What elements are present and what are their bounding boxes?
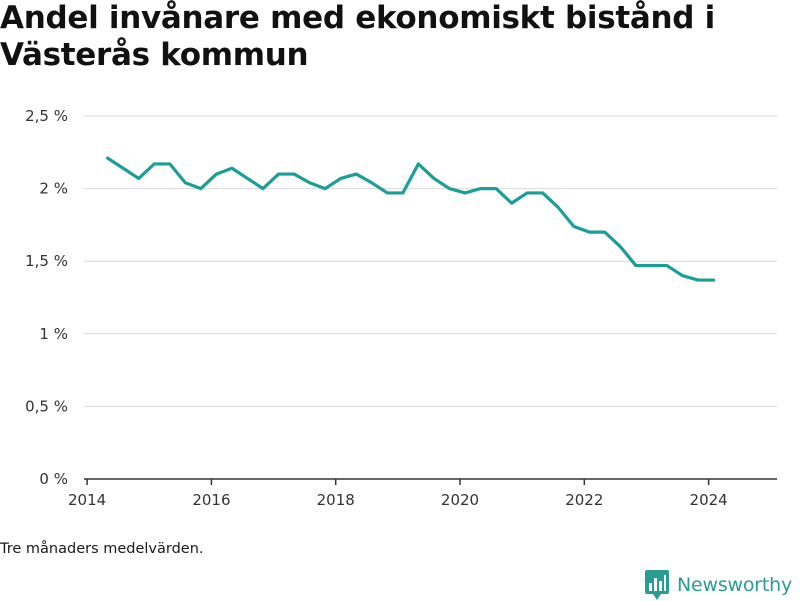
x-tick-label: 2022 xyxy=(565,491,603,509)
gridlines xyxy=(84,116,777,406)
y-tick-label: 2 % xyxy=(39,180,68,198)
y-tick-label: 2,5 % xyxy=(25,107,68,125)
x-tick-label: 2024 xyxy=(690,491,728,509)
line-chart: 0 % 0,5 % 1 % 1,5 % 2 % 2,5 % 2014 2016 2018 202… xyxy=(0,0,800,540)
y-tick-label: 0,5 % xyxy=(25,397,68,415)
series-layer xyxy=(108,158,714,280)
y-tick-label: 1 % xyxy=(39,325,68,343)
x-tick-label: 2016 xyxy=(192,491,230,509)
series-line xyxy=(108,158,714,280)
x-tick-label: 2020 xyxy=(441,491,479,509)
x-axis-tick-labels: 2014 2016 2018 2020 2022 2024 xyxy=(68,479,728,509)
y-axis-tick-labels: 0 % 0,5 % 1 % 1,5 % 2 % 2,5 % xyxy=(25,107,68,488)
chart-note: Tre månaders medelvärden. xyxy=(0,541,204,557)
brand-name: Newsworthy xyxy=(677,574,792,596)
x-tick-label: 2014 xyxy=(68,491,106,509)
brand[interactable]: Newsworthy xyxy=(645,569,792,601)
x-tick-label: 2018 xyxy=(317,491,355,509)
newsworthy-logo-icon xyxy=(645,570,669,600)
y-tick-label: 0 % xyxy=(39,470,68,488)
y-tick-label: 1,5 % xyxy=(25,252,68,270)
